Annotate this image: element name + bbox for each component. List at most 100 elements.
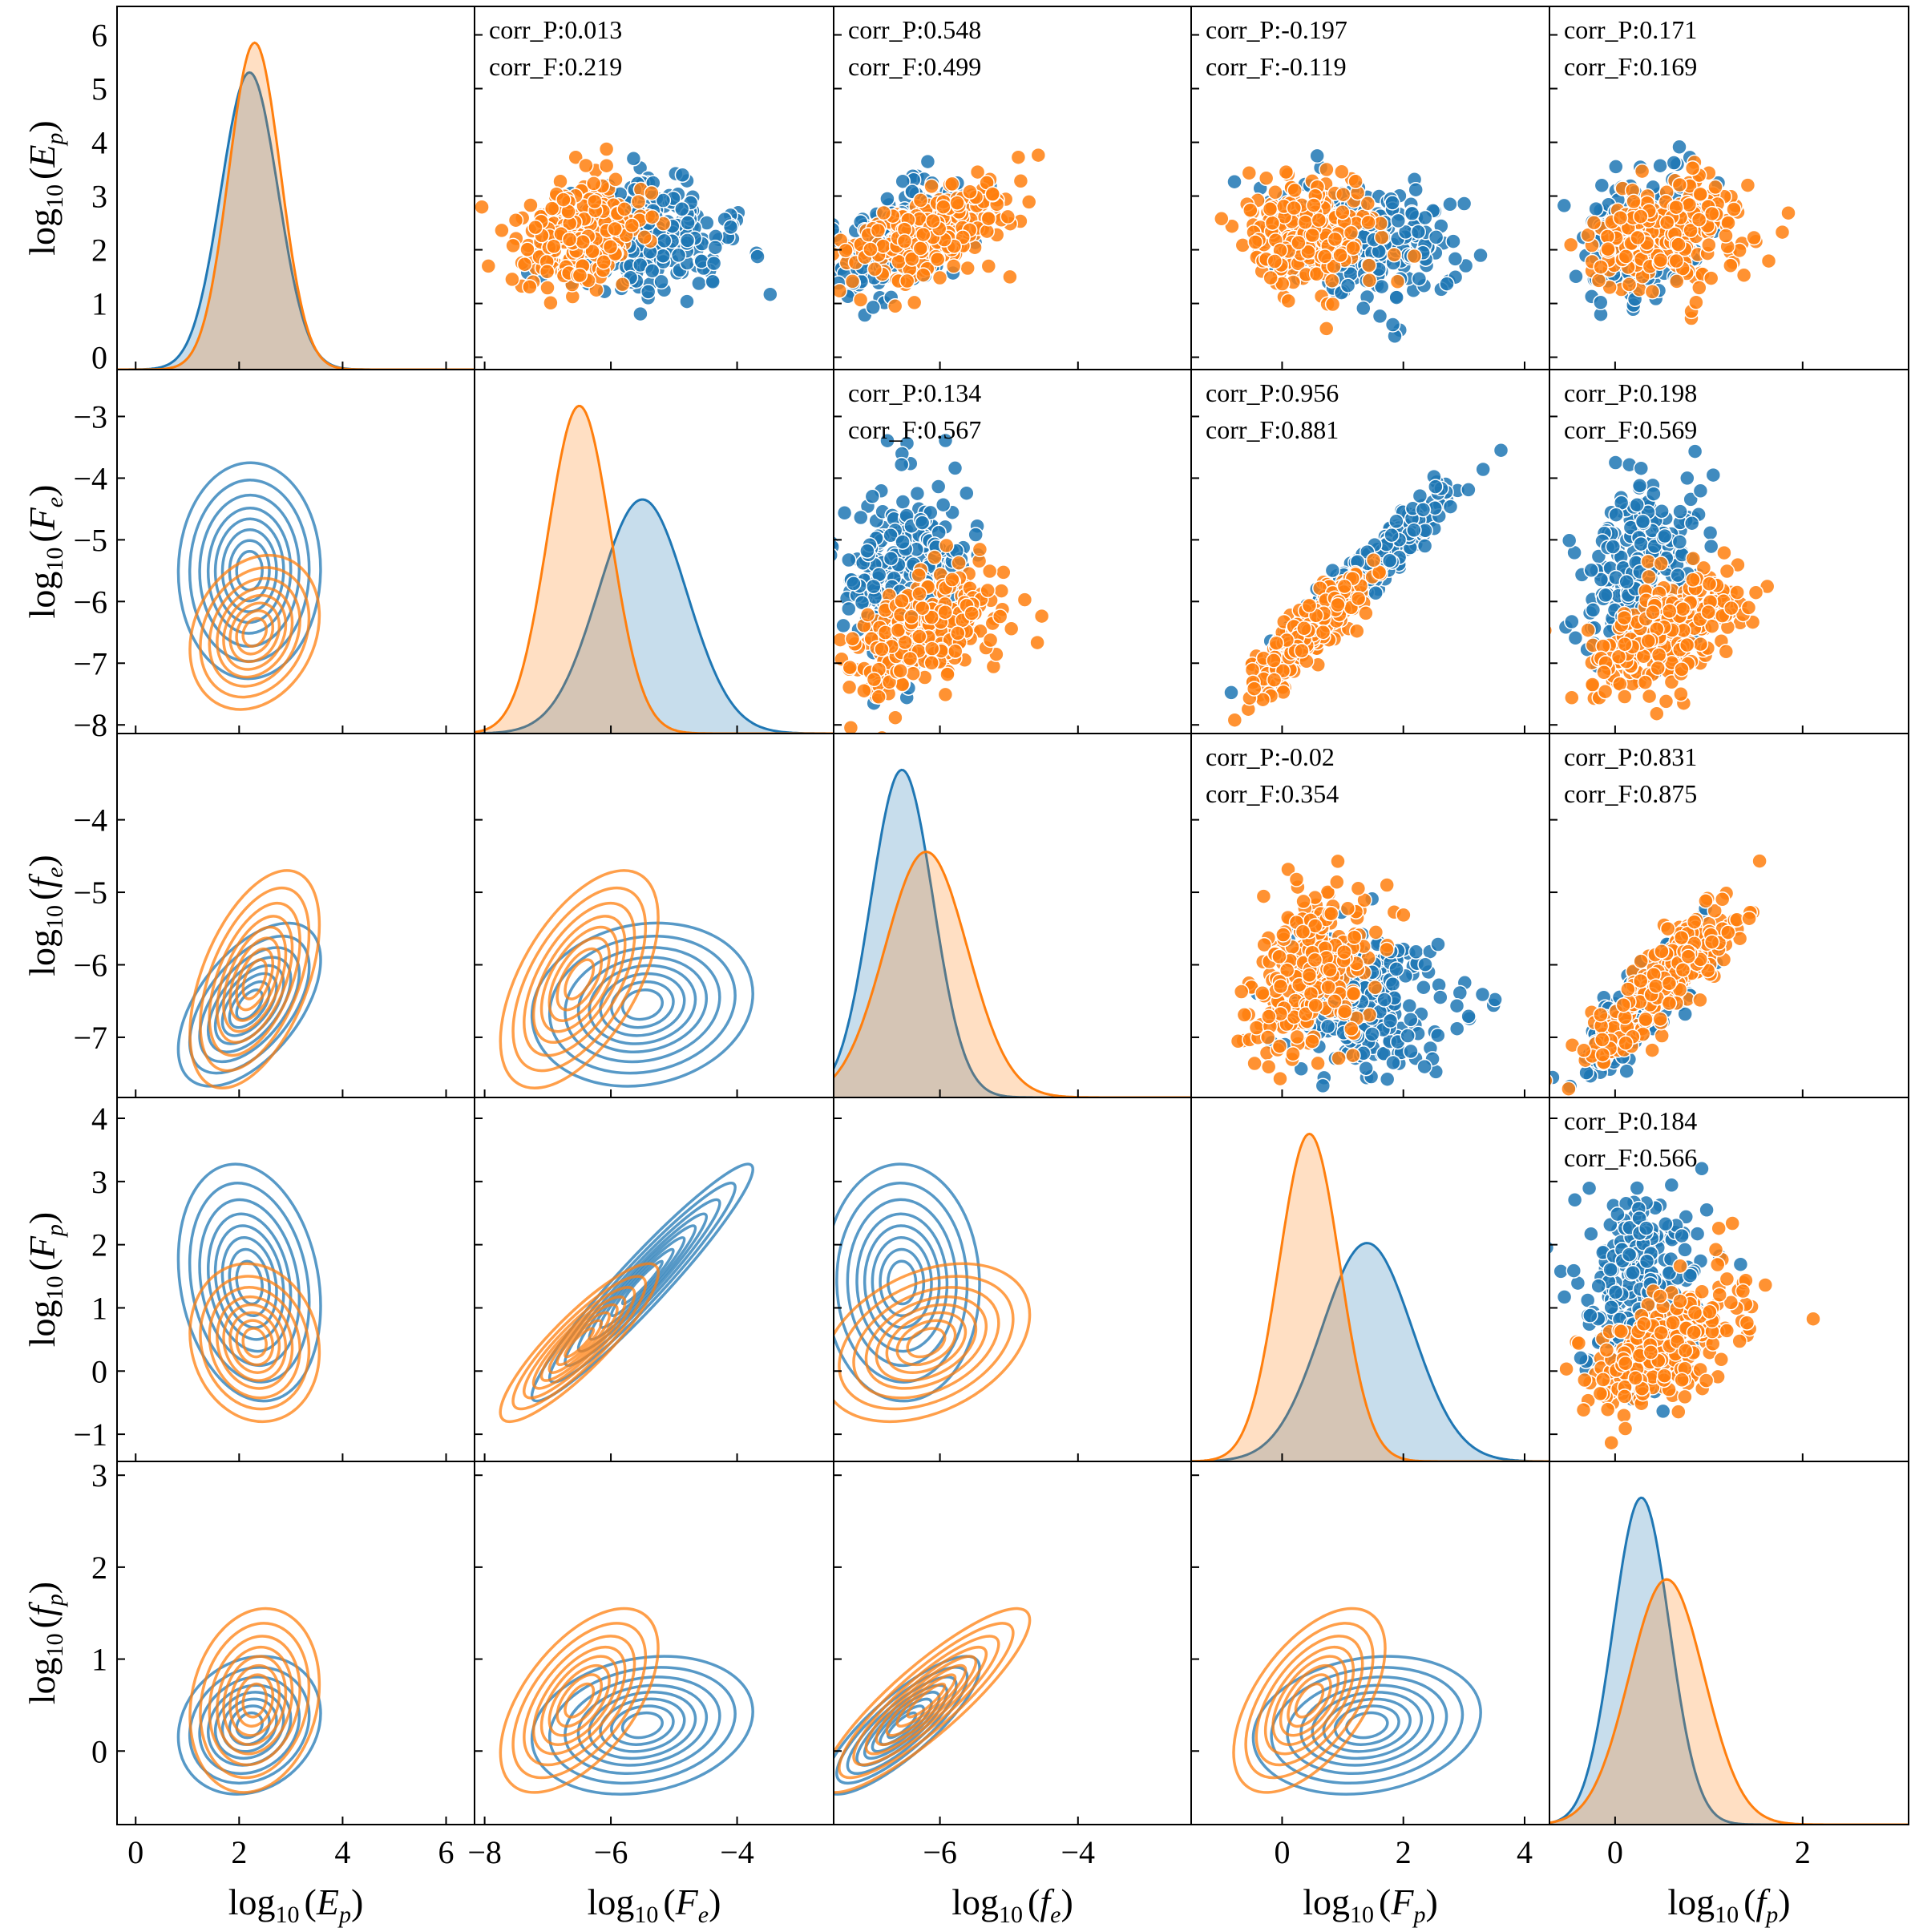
scatter-point-series-0 xyxy=(1372,308,1388,325)
scatter-point-series-0 xyxy=(1445,233,1461,249)
scatter-point-series-1 xyxy=(859,607,876,623)
scatter-point-series-1 xyxy=(842,659,859,676)
panel-plot-area xyxy=(1230,853,1503,1094)
scatter-point-series-1 xyxy=(1346,929,1363,945)
panel-plot-area xyxy=(499,1162,754,1424)
scatter-point-series-0 xyxy=(1223,685,1239,701)
scatter-point-series-0 xyxy=(1654,503,1670,519)
scatter-point-series-1 xyxy=(1612,210,1629,226)
scatter-point-series-1 xyxy=(1718,228,1734,244)
scatter-point-series-1 xyxy=(1360,214,1376,231)
scatter-point-series-0 xyxy=(1410,224,1427,240)
scatter-point-series-0 xyxy=(679,293,695,309)
scatter-point-series-1 xyxy=(962,184,978,200)
scatter-point-series-1 xyxy=(1266,653,1282,669)
scatter-point-series-1 xyxy=(1367,979,1384,996)
scatter-point-series-0 xyxy=(1319,1018,1336,1035)
scatter-point-series-1 xyxy=(1406,248,1423,265)
panel-fe-vs-fp xyxy=(1549,733,1909,1098)
kde-contour-series-1 xyxy=(235,1319,275,1367)
scatter-point-series-1 xyxy=(1638,1011,1654,1028)
scatter-point-series-1 xyxy=(844,273,861,289)
kde-contour-series-1 xyxy=(564,958,596,1000)
scatter-point-series-1 xyxy=(1298,1006,1314,1022)
kde-fill-series-1 xyxy=(834,851,1191,1097)
scatter-point-series-1 xyxy=(1740,600,1757,616)
scatter-point-series-1 xyxy=(894,592,910,609)
scatter-point-series-0 xyxy=(1339,277,1356,293)
panel-plot-area xyxy=(834,768,1191,1097)
scatter-point-series-1 xyxy=(992,608,1008,624)
scatter-point-series-0 xyxy=(1679,470,1695,487)
scatter-point-series-1 xyxy=(1029,634,1045,651)
panel-plot-area xyxy=(176,869,322,1090)
scatter-point-series-1 xyxy=(1012,173,1029,189)
scatter-point-series-1 xyxy=(905,665,921,681)
scatter-point-series-0 xyxy=(1401,997,1418,1014)
scatter-point-series-1 xyxy=(1339,900,1356,917)
scatter-point-series-1 xyxy=(1335,186,1351,203)
scatter-point-series-0 xyxy=(1408,944,1424,960)
scatter-point-series-0 xyxy=(883,527,899,544)
scatter-point-series-0 xyxy=(802,292,816,306)
scatter-point-series-1 xyxy=(969,164,986,180)
scatter-point-series-1 xyxy=(1564,689,1580,706)
scatter-point-series-1 xyxy=(938,537,955,554)
scatter-point-series-1 xyxy=(1233,984,1250,1000)
scatter-point-series-0 xyxy=(879,191,895,207)
scatter-point-series-1 xyxy=(578,157,594,174)
scatter-point-series-1 xyxy=(1634,163,1650,180)
scatter-point-series-1 xyxy=(1263,269,1279,286)
scatter-point-series-1 xyxy=(1304,227,1321,244)
panel-plot-area xyxy=(834,432,1050,734)
kde-contour-series-1 xyxy=(511,886,648,1073)
scatter-point-series-1 xyxy=(1652,1011,1668,1027)
scatter-point-series-1 xyxy=(1630,229,1646,246)
scatter-point-series-0 xyxy=(1460,1008,1477,1025)
scatter-point-series-1 xyxy=(903,608,919,625)
scatter-point-series-1 xyxy=(1033,608,1050,624)
kde-contour-series-1 xyxy=(188,869,321,1090)
scatter-point-series-1 xyxy=(1296,620,1312,637)
scatter-point-series-1 xyxy=(1330,853,1346,870)
panel-Fe-vs-Fp xyxy=(1190,369,1550,734)
scatter-point-series-0 xyxy=(846,576,862,592)
scatter-point-series-1 xyxy=(1288,871,1305,887)
scatter-point-series-1 xyxy=(1379,877,1395,893)
scatter-point-series-1 xyxy=(1673,929,1690,946)
scatter-point-series-1 xyxy=(1671,176,1688,193)
scatter-point-series-1 xyxy=(1301,597,1318,614)
scatter-point-series-0 xyxy=(625,151,642,167)
scatter-point-series-1 xyxy=(1707,903,1723,919)
scatter-point-series-1 xyxy=(902,650,919,667)
scatter-point-series-1 xyxy=(1681,196,1698,213)
scatter-point-series-1 xyxy=(1549,1073,1553,1088)
scatter-point-series-0 xyxy=(1593,294,1609,311)
scatter-point-series-1 xyxy=(1562,236,1579,253)
scatter-point-series-1 xyxy=(1723,257,1739,274)
scatter-point-series-0 xyxy=(841,600,857,617)
scatter-point-series-0 xyxy=(914,515,931,531)
scatter-point-series-1 xyxy=(911,567,927,584)
scatter-point-series-0 xyxy=(670,247,687,264)
scatter-point-series-1 xyxy=(1336,1003,1353,1020)
scatter-point-series-0 xyxy=(1605,539,1622,555)
scatter-point-series-0 xyxy=(1493,442,1509,459)
kde-contour-series-1 xyxy=(556,1319,604,1367)
scatter-point-series-0 xyxy=(1415,502,1432,518)
scatter-point-series-0 xyxy=(1384,976,1401,992)
scatter-point-series-1 xyxy=(1343,224,1359,241)
scatter-point-series-1 xyxy=(1726,201,1742,217)
kde-contour-series-1 xyxy=(556,947,604,1012)
scatter-point-series-0 xyxy=(1677,1006,1693,1022)
scatter-point-series-1 xyxy=(516,256,533,273)
scatter-point-series-0 xyxy=(1382,1012,1399,1029)
kde-contour-series-1 xyxy=(228,936,281,1022)
kde-contour-series-1 xyxy=(531,915,627,1045)
scatter-point-series-0 xyxy=(1379,1071,1396,1087)
scatter-point-series-0 xyxy=(919,153,936,170)
scatter-point-series-1 xyxy=(1618,1035,1634,1051)
scatter-point-series-0 xyxy=(1384,527,1400,544)
kde-contour-series-1 xyxy=(228,1311,281,1374)
scatter-point-series-0 xyxy=(1447,251,1464,267)
